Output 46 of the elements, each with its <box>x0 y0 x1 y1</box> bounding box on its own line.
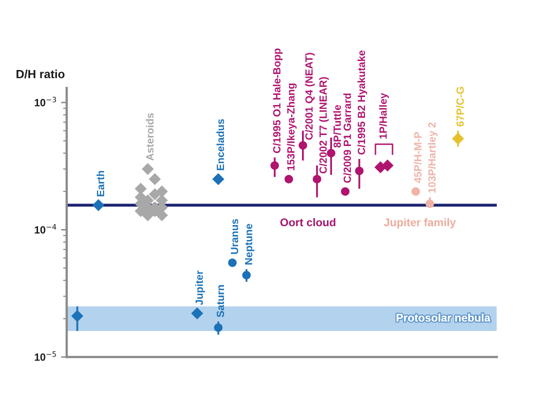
y-tick-label: 10$^{−3}$ <box>34 96 56 106</box>
point <box>382 159 394 172</box>
text: Earth <box>96 170 104 196</box>
point <box>156 185 168 198</box>
point <box>355 166 364 176</box>
text: Neptune <box>245 224 254 264</box>
y-tick-label: 10$^{−4}$ <box>34 224 56 234</box>
point <box>242 270 251 280</box>
text: 45P/H-M-P <box>414 132 422 184</box>
text: Asteroids <box>146 113 154 161</box>
point <box>212 173 224 186</box>
text: 153P/Ikeya-Zhang <box>286 84 297 170</box>
text: Jupiter <box>195 270 205 306</box>
point <box>92 199 104 212</box>
text: 1P/Halley <box>379 92 389 139</box>
point <box>148 173 161 186</box>
point <box>326 148 336 158</box>
text: C/1995 B2 Hyakutake <box>357 50 368 155</box>
y-axis-title: D/H ratio <box>16 70 65 78</box>
point <box>340 187 350 196</box>
point <box>284 174 294 184</box>
y-tick-label: 10$^{−5}$ <box>34 351 56 361</box>
text: 67P/C-G <box>456 86 464 126</box>
band-label: Protosolar nebula <box>396 314 490 322</box>
annotation: Oort cloud <box>280 218 336 226</box>
point <box>191 307 204 320</box>
point <box>312 174 322 184</box>
point <box>411 187 420 196</box>
point <box>452 132 464 145</box>
text: C/2002 T7 (LINEAR) <box>319 77 329 174</box>
annotation: Jupiter family <box>384 218 456 228</box>
point <box>298 141 308 150</box>
text: Enceladus <box>216 119 224 170</box>
point <box>142 163 154 176</box>
text: C/1995 O1 Hale-Bopp <box>272 48 283 154</box>
point <box>426 200 434 208</box>
point <box>228 258 237 268</box>
text: Saturn <box>216 285 224 318</box>
point <box>270 161 279 170</box>
text: 8P/Tuttle <box>333 105 342 148</box>
text: Uranus <box>230 219 238 254</box>
text: C/2009 P1 Garrard <box>343 94 352 183</box>
point <box>71 310 84 322</box>
point <box>214 323 223 332</box>
text: C/2001 Q4 (NEAT) <box>305 52 315 140</box>
text: 103P/Hartley 2 <box>428 122 438 193</box>
